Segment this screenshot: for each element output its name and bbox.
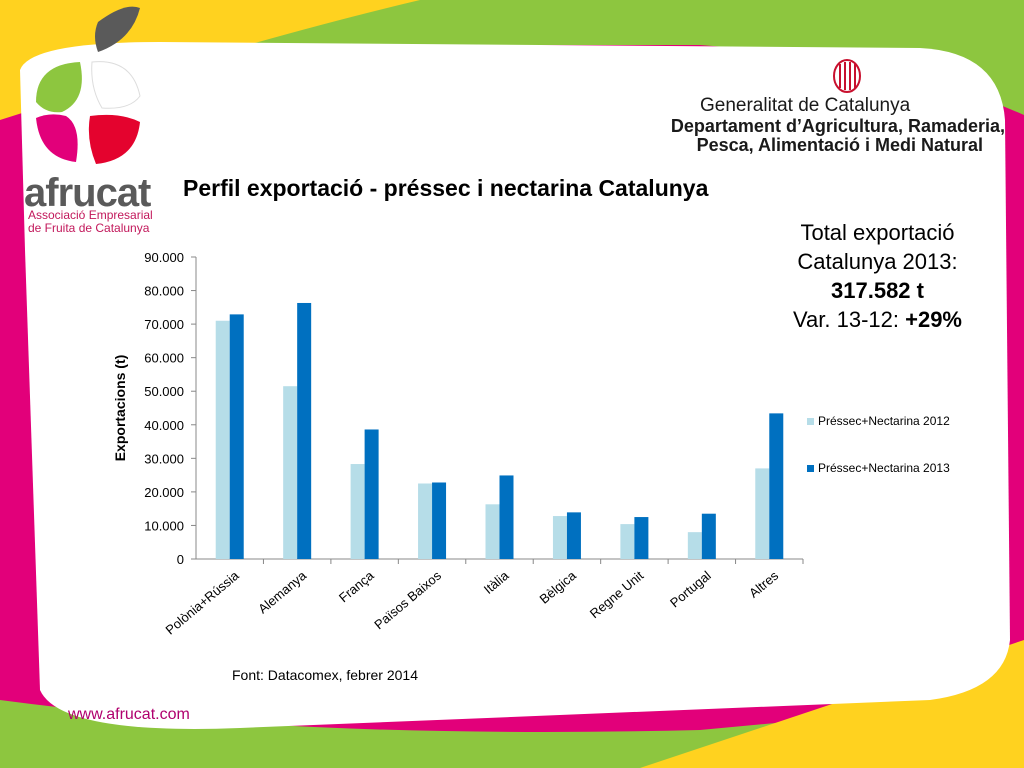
bar-2013 xyxy=(701,513,716,559)
legend-swatch-2013 xyxy=(807,465,814,472)
bar-2013 xyxy=(297,302,312,559)
brand-subtitle-line2: de Fruita de Catalunya xyxy=(28,221,150,235)
summary-total: 317.582 t xyxy=(831,278,924,303)
x-category-label: Països Baixos xyxy=(371,567,444,632)
logo-petal-red xyxy=(88,114,140,164)
bar-2013 xyxy=(566,512,581,559)
y-tick-label: 50.000 xyxy=(144,384,184,399)
logo-petal-green xyxy=(36,62,82,113)
y-axis-title: Exportacions (t) xyxy=(112,355,128,462)
legend-label: Préssec+Nectarina 2013 xyxy=(818,461,950,475)
export-summary: Total exportació Catalunya 2013: 317.582… xyxy=(770,218,985,334)
source-box xyxy=(226,662,450,688)
y-tick-label: 90.000 xyxy=(144,250,184,265)
summary-variation: Var. 13-12: +29% xyxy=(770,305,985,334)
bar-2012 xyxy=(755,468,770,559)
y-tick-label: 30.000 xyxy=(144,451,184,466)
department-line1: Departament d’Agricultura, Ramaderia, xyxy=(670,116,1005,136)
y-tick-label: 70.000 xyxy=(144,317,184,332)
bar-2013 xyxy=(634,517,649,559)
legend-label: Préssec+Nectarina 2012 xyxy=(818,414,950,428)
y-tick-label: 10.000 xyxy=(144,518,184,533)
x-category-label: Regne Unit xyxy=(587,568,647,622)
x-category-label: Alemanya xyxy=(255,567,310,616)
x-category-label: Portugal xyxy=(667,568,714,611)
logo-petal-white xyxy=(91,61,141,109)
variation-value: +29% xyxy=(905,307,962,332)
x-category-label: França xyxy=(336,567,377,605)
x-category-label: Altres xyxy=(746,567,781,600)
bar-2013 xyxy=(432,482,447,559)
y-tick-label: 60.000 xyxy=(144,351,184,366)
legend-swatch-2012 xyxy=(807,418,814,425)
logo-leaf-top xyxy=(95,6,140,53)
bar-2012 xyxy=(687,532,702,559)
bar-2012 xyxy=(620,524,635,559)
source-note: Font: Datacomex, febrer 2014 xyxy=(232,667,418,683)
brand-subtitle-line1: Associació Empresarial xyxy=(28,208,153,222)
summary-line2: Catalunya 2013: xyxy=(797,249,958,274)
x-category-label: Itàlia xyxy=(481,567,512,597)
x-category-label: Bèlgica xyxy=(537,567,580,606)
y-tick-label: 20.000 xyxy=(144,485,184,500)
summary-line1: Total exportació xyxy=(800,220,955,245)
website-link[interactable]: www.afrucat.com xyxy=(68,706,190,723)
bar-2012 xyxy=(552,516,567,559)
x-category-label: Polònia+Rússia xyxy=(163,567,243,637)
bar-2013 xyxy=(364,429,379,559)
bar-2013 xyxy=(769,413,784,559)
department-line2: Pesca, Alimentació i Medi Natural xyxy=(696,135,983,155)
bar-2012 xyxy=(418,483,433,559)
bar-2012 xyxy=(215,320,230,559)
logo-petal-magenta xyxy=(36,114,78,162)
bar-2013 xyxy=(229,314,244,559)
bar-2012 xyxy=(283,386,298,559)
brand-name: afrucat xyxy=(24,171,151,215)
variation-label: Var. 13-12: xyxy=(793,307,906,332)
page-title: Perfil exportació - préssec i nectarina … xyxy=(183,175,709,201)
y-tick-label: 40.000 xyxy=(144,418,184,433)
y-tick-label: 80.000 xyxy=(144,284,184,299)
y-tick-label: 0 xyxy=(177,552,184,567)
bar-2012 xyxy=(350,464,365,559)
organization-name: Generalitat de Catalunya xyxy=(700,95,911,116)
bar-2013 xyxy=(499,475,514,559)
bar-2012 xyxy=(485,504,500,559)
